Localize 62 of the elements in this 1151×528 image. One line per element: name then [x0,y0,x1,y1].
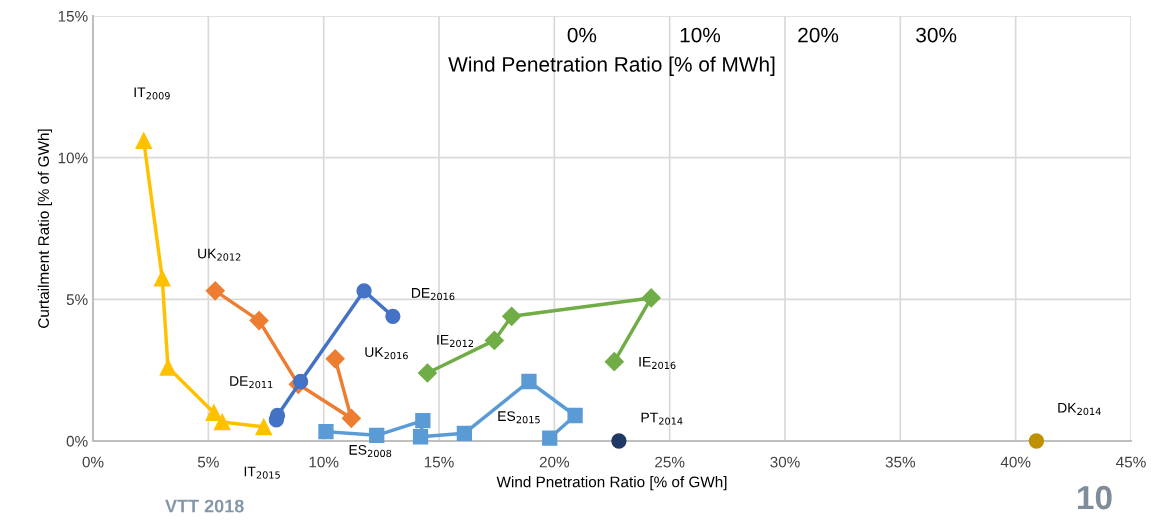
point [325,349,345,369]
y-axis-title: Curtailment Ratio [% of GWh] [37,129,53,328]
point [484,330,504,350]
point [542,430,558,446]
text: VTT 2018 [165,499,244,513]
point [249,311,269,331]
y-tick-label: 0% [66,435,88,447]
x-axis-title: Wind Pnetration Ratio [% of GWh] [496,476,727,491]
y-tick-label: 5% [66,294,88,306]
x-tick-label: 10% [309,456,339,468]
point [255,418,273,436]
annotation: DE$_{2016}$ [411,288,455,301]
x2-tick-label: 10% [680,27,721,43]
annotation: UK$_{2016}$ [365,347,408,360]
point [417,363,438,383]
x-tick-label: 15% [424,456,454,468]
point [205,404,223,422]
point [611,433,627,449]
x-tick-label: 30% [770,456,800,468]
annotation: IT$_{2015}$ [244,466,280,479]
point [369,427,385,443]
y-tick-label: 10% [58,152,88,164]
point [341,408,361,428]
annotation: IE$_{2016}$ [639,357,676,370]
point [135,132,153,150]
point [1028,433,1045,449]
point [641,288,661,308]
annotation: ES$_{2008}$ [349,444,392,458]
point [159,358,177,376]
x-tick-label: 25% [655,456,685,468]
point [205,281,225,301]
point [415,412,431,429]
text: 10 [1078,485,1112,510]
point [213,413,231,431]
point [456,425,473,441]
x-tick-label: 35% [885,456,916,468]
point [502,306,522,326]
annotation: PT$_{2014}$ [641,412,683,425]
x-tick-label: 5% [197,456,219,468]
annotation: UK$_{2012}$ [198,248,241,261]
annotation: IT$_{2009}$ [134,87,170,100]
point [412,429,429,445]
point [356,283,372,299]
x2-tick-label: 20% [798,27,839,43]
x-tick-label: 40% [1000,456,1031,468]
y-tick-label: 15% [58,10,88,22]
x-tick-label: 45% [1116,456,1146,468]
x2-tick-label: 0% [567,27,597,43]
x-tick-label: 0% [82,456,104,468]
annotation: DE$_{2011}$ [230,376,273,389]
point [567,407,583,424]
x2-tick-label: 30% [916,27,957,43]
point [604,352,624,372]
x2-axis-title: Wind Penetration Ratio [% of MWh] [448,56,775,76]
point [521,373,537,390]
annotation: DK$_{2014}$ [1058,403,1101,416]
point [153,269,171,287]
annotation: ES$_{2015}$ [498,411,540,424]
point [385,308,401,324]
point [318,424,334,440]
annotation: IE$_{2012}$ [437,335,474,348]
x-tick-label: 20% [539,456,570,468]
